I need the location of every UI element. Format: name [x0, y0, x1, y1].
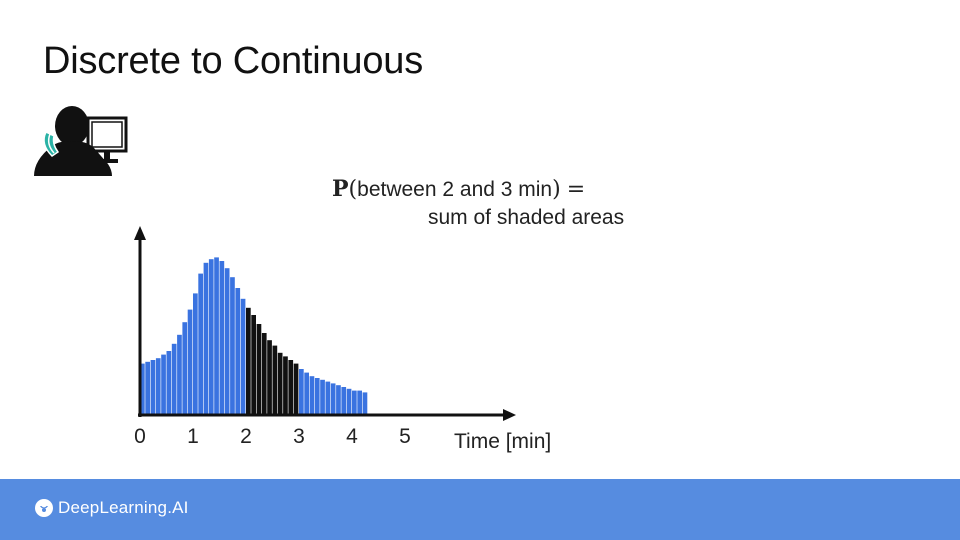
x-axis-arrow — [503, 409, 516, 421]
bar — [224, 268, 230, 414]
person-on-phone-at-computer-icon — [34, 106, 128, 176]
x-tick-label: 0 — [134, 425, 146, 448]
bar — [314, 378, 320, 414]
bar — [214, 257, 219, 414]
bar — [320, 379, 325, 414]
shaded-bar — [256, 324, 262, 414]
bar — [304, 372, 309, 414]
x-tick-labels: 0 1 2 3 4 5 — [134, 425, 411, 448]
x-axis-label: Time [min] — [454, 430, 551, 453]
x-tick-label: 5 — [399, 425, 411, 448]
formula-condition: between 2 and 3 min — [357, 178, 553, 201]
deeplearning-logo-icon — [35, 499, 53, 517]
bar — [325, 381, 331, 414]
deeplearning-logo[interactable]: DeepLearning.AI — [34, 498, 189, 518]
shaded-bar — [261, 333, 267, 414]
bar — [198, 273, 203, 414]
brand-name: DeepLearning.AI — [58, 498, 189, 517]
bar — [240, 298, 246, 414]
bar — [309, 376, 315, 414]
x-tick-label: 2 — [240, 425, 252, 448]
bar — [299, 369, 304, 414]
bar — [177, 334, 182, 414]
bar — [208, 259, 214, 414]
bar — [155, 358, 161, 414]
bar — [187, 309, 193, 414]
bar — [219, 261, 225, 414]
y-axis-arrow — [134, 226, 146, 240]
bar — [140, 363, 145, 414]
shaded-bar — [267, 340, 272, 414]
bar — [145, 361, 150, 414]
bar — [182, 322, 188, 414]
shaded-bar — [293, 363, 299, 414]
formula-equals: = — [566, 177, 586, 202]
bar — [230, 277, 235, 414]
bar — [341, 387, 347, 414]
bar — [352, 390, 357, 414]
shaded-bar — [251, 315, 256, 414]
bar — [330, 383, 336, 414]
bar — [362, 392, 368, 414]
slide-title: Discrete to Continuous — [43, 40, 424, 82]
bar — [166, 351, 172, 414]
bar — [171, 343, 177, 414]
bar — [357, 390, 362, 414]
bar — [193, 293, 198, 414]
footer-bar: DeepLearning.AI — [0, 479, 960, 540]
bar — [203, 262, 209, 414]
probability-symbol: P — [332, 176, 349, 202]
formula-open-paren: ( — [348, 177, 358, 202]
x-tick-label: 1 — [187, 425, 199, 448]
shaded-bar — [277, 352, 283, 414]
bar — [346, 388, 352, 414]
shaded-bar — [283, 356, 288, 414]
histogram-chart: 0 1 2 3 4 5 Time [min] — [134, 226, 551, 453]
bar — [336, 385, 341, 414]
x-tick-label: 4 — [346, 425, 358, 448]
formula-close-paren: ) — [552, 177, 561, 202]
shaded-bar — [246, 307, 251, 414]
bar — [150, 360, 156, 414]
bars-group — [140, 257, 368, 414]
shaded-bar — [288, 360, 294, 414]
bar — [235, 288, 241, 414]
probability-formula: P(between 2 and 3 min) = sum of shaded ar… — [332, 175, 624, 232]
bar — [161, 354, 166, 414]
formula-line2: sum of shaded areas — [428, 206, 625, 229]
shaded-bar — [272, 345, 278, 414]
x-tick-label: 3 — [293, 425, 305, 448]
